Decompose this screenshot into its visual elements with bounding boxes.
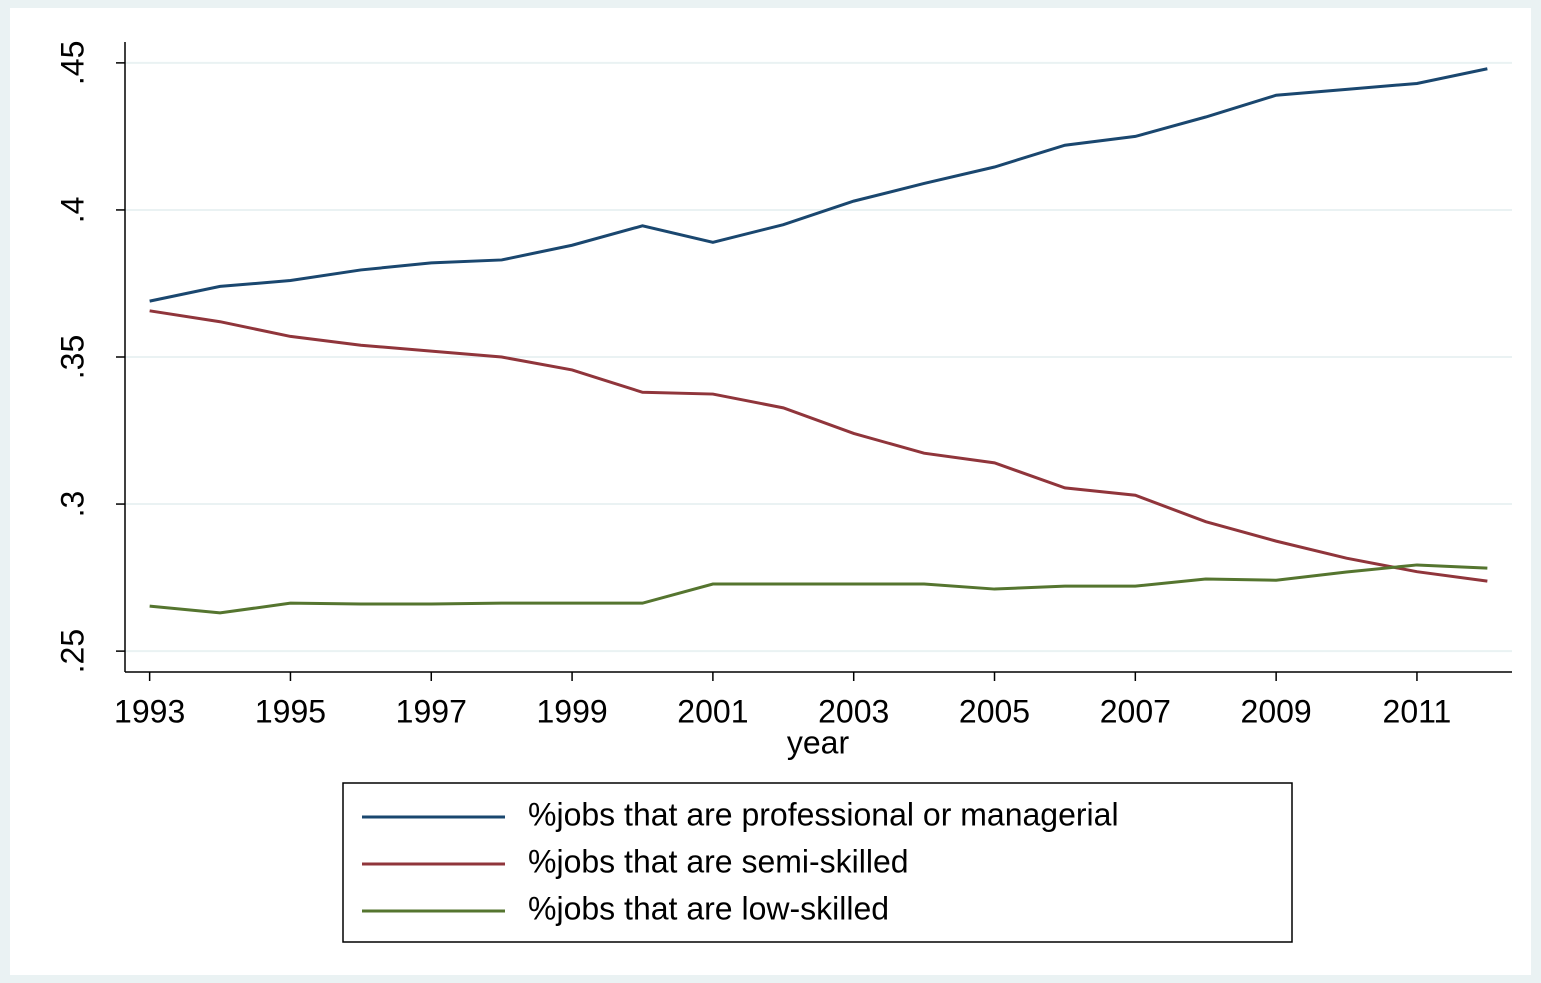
x-tick-label: 1997 — [396, 693, 467, 729]
x-tick-label: 1995 — [255, 693, 326, 729]
y-tick-label: .3 — [54, 491, 90, 518]
series-line — [149, 67, 1488, 303]
y-tick-label: .4 — [54, 197, 90, 224]
x-tick-label: 1993 — [114, 693, 185, 729]
x-tick-label: 2003 — [818, 693, 889, 729]
x-tick-label: 2007 — [1100, 693, 1171, 729]
series-line — [149, 563, 1488, 615]
x-tick-label: 2005 — [959, 693, 1030, 729]
legend-label: %jobs that are semi-skilled — [528, 843, 909, 879]
y-tick-label: .35 — [54, 335, 90, 379]
legend-label: %jobs that are professional or manageria… — [528, 796, 1119, 832]
x-axis-title: year — [787, 724, 850, 760]
x-tick-label: 2001 — [677, 693, 748, 729]
x-tick-label: 1999 — [536, 693, 607, 729]
y-tick-label: .25 — [54, 629, 90, 673]
legend-label: %jobs that are low-skilled — [528, 890, 889, 926]
x-tick-label: 2011 — [1383, 693, 1452, 729]
y-tick-label: .45 — [54, 41, 90, 85]
series-line — [149, 309, 1488, 583]
x-tick-label: 2009 — [1241, 693, 1312, 729]
